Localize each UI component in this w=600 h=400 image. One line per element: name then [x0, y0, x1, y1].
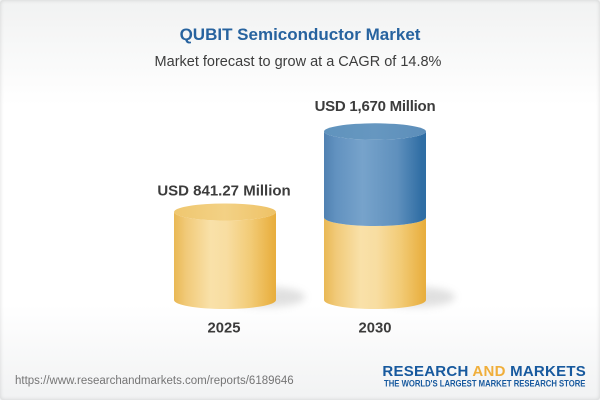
svg-text:THE WORLD'S LARGEST MARKET RES: THE WORLD'S LARGEST MARKET RESEARCH STOR…	[384, 378, 586, 389]
svg-text:https://www.researchandmarkets: https://www.researchandmarkets.com/repor…	[15, 375, 294, 387]
svg-text:QUBIT Semiconductor Market: QUBIT Semiconductor Market	[180, 25, 421, 44]
svg-text:USD 841.27 Million: USD 841.27 Million	[157, 183, 290, 200]
svg-text:2030: 2030	[359, 321, 392, 337]
svg-text:2025: 2025	[208, 321, 241, 337]
svg-text:USD 1,670 Million: USD 1,670 Million	[315, 98, 436, 115]
svg-text:Market forecast to grow at a C: Market forecast to grow at a CAGR of 14.…	[155, 54, 442, 70]
svg-text:RESEARCH AND MARKETS: RESEARCH AND MARKETS	[382, 363, 586, 380]
